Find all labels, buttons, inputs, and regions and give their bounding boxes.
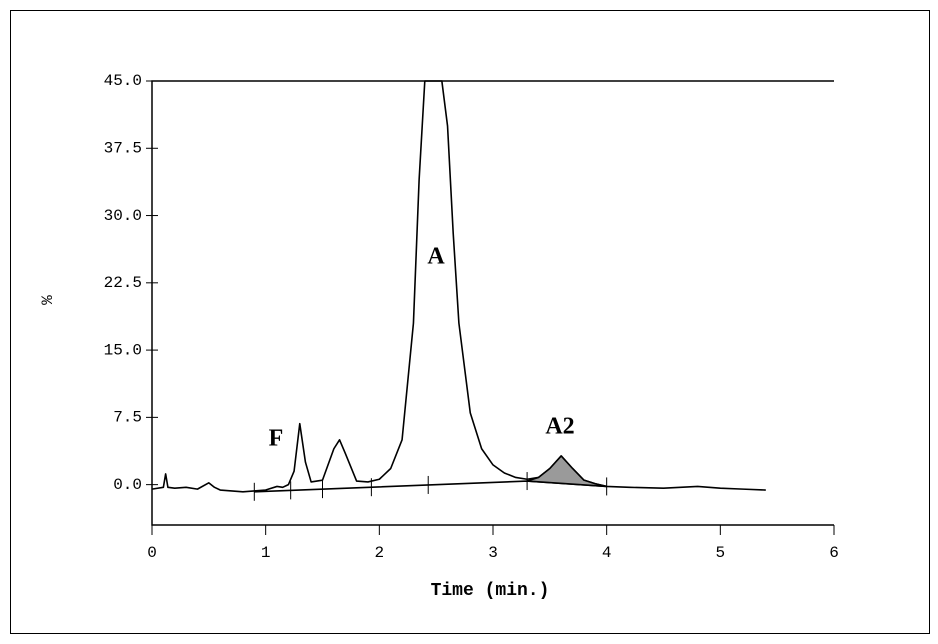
x-tick-label: 0 xyxy=(147,544,157,562)
frame xyxy=(10,10,930,634)
y-tick-label: 7.5 xyxy=(113,409,142,427)
x-tick-label: 4 xyxy=(602,544,612,562)
y-tick-label: 22.5 xyxy=(104,274,142,292)
y-axis-label: % xyxy=(39,295,57,305)
annotation: A xyxy=(427,244,445,270)
trace xyxy=(151,80,766,493)
annotation: F xyxy=(269,426,284,452)
y-tick-label: 45.0 xyxy=(104,72,142,90)
shaded-peak xyxy=(526,455,608,488)
annotation: A2 xyxy=(545,414,574,440)
y-tick-label: 30.0 xyxy=(104,207,142,225)
x-tick-label: 3 xyxy=(488,544,498,562)
axis-frame xyxy=(151,80,834,526)
x-tick-label: 2 xyxy=(375,544,385,562)
y-tick-label: 15.0 xyxy=(104,341,142,359)
y-tick-label: 0.0 xyxy=(113,476,142,494)
y-tick-label: 37.5 xyxy=(104,139,142,157)
x-axis-label: Time (min.) xyxy=(431,581,550,601)
x-tick-label: 6 xyxy=(829,544,839,562)
x-tick-label: 1 xyxy=(261,544,271,562)
x-tick-label: 5 xyxy=(716,544,726,562)
